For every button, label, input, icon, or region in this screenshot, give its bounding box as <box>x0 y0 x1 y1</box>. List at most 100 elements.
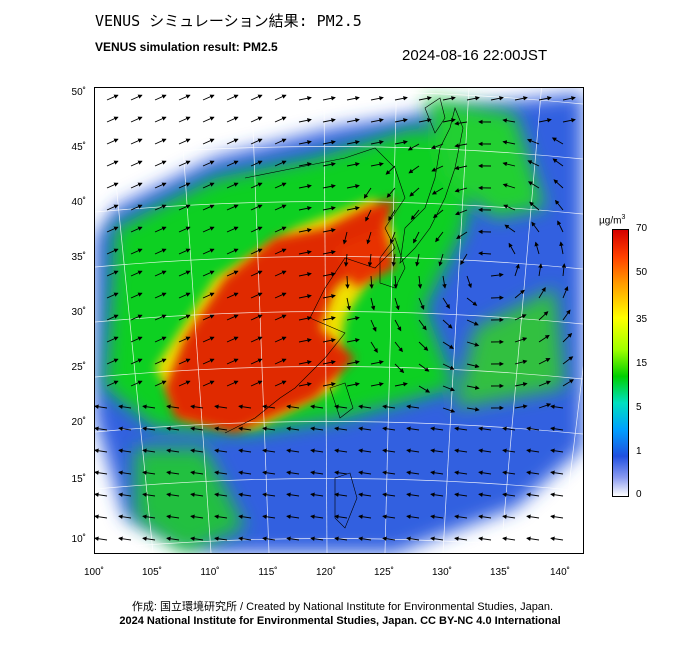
wind-arrow <box>334 448 348 453</box>
wind-arrow <box>202 292 215 299</box>
wind-arrow <box>130 160 143 167</box>
wind-arrow <box>322 206 336 211</box>
wind-arrow <box>454 536 468 541</box>
wind-arrow <box>274 116 287 123</box>
wind-arrow <box>550 514 564 519</box>
wind-arrow <box>95 448 108 453</box>
wind-arrow <box>409 187 420 197</box>
wind-arrow <box>226 204 239 211</box>
wind-arrow <box>262 470 276 475</box>
latitude-tick-label: 15˚ <box>71 474 86 485</box>
wind-arrow <box>366 231 372 245</box>
wind-arrow <box>430 426 444 431</box>
wind-arrow <box>454 470 468 475</box>
wind-arrow <box>95 426 108 431</box>
wind-arrow <box>346 96 360 101</box>
wind-arrow <box>298 382 312 387</box>
wind-arrow <box>226 336 239 343</box>
wind-arrow <box>106 380 119 387</box>
longitude-tick-label: 115˚ <box>258 567 278 578</box>
wind-arrow <box>226 248 239 255</box>
wind-arrow <box>322 338 336 343</box>
wind-arrow <box>526 514 540 519</box>
wind-arrow <box>214 470 228 475</box>
longitude-line <box>384 88 397 553</box>
wind-arrow <box>202 270 215 277</box>
wind-arrow <box>557 220 564 233</box>
wind-arrow <box>358 426 372 431</box>
wind-arrow <box>478 514 492 519</box>
wind-arrow <box>310 426 324 431</box>
wind-arrow <box>406 492 420 497</box>
wind-arrow <box>106 160 119 167</box>
wind-arrow <box>490 96 504 101</box>
wind-arrow <box>466 275 472 289</box>
wind-arrow <box>442 96 456 101</box>
longitude-tick-label: 125˚ <box>373 567 394 578</box>
wind-arrow <box>106 116 119 123</box>
wind-arrow <box>514 359 528 365</box>
wind-arrow <box>298 272 312 277</box>
latitude-line <box>95 146 583 160</box>
wind-arrow <box>118 426 132 431</box>
wind-arrow <box>154 204 167 211</box>
wind-arrow <box>406 470 420 475</box>
wind-arrow <box>250 160 263 167</box>
wind-arrow <box>334 492 348 497</box>
wind-arrow <box>526 536 540 541</box>
wind-arrow <box>550 448 564 453</box>
wind-arrow <box>178 292 191 299</box>
wind-arrow <box>415 253 420 267</box>
wind-arrow <box>95 404 108 409</box>
wind-arrow <box>502 140 516 145</box>
wind-arrow <box>526 470 540 475</box>
wind-arrow <box>95 492 108 497</box>
wind-arrow <box>214 514 228 519</box>
wind-arrow <box>508 242 516 255</box>
wind-arrow <box>154 270 167 277</box>
wind-arrow <box>551 137 564 145</box>
wind-arrow <box>322 118 336 123</box>
wind-arrow <box>310 514 324 519</box>
wind-arrow <box>202 160 215 167</box>
wind-arrow <box>238 492 252 497</box>
wind-arrow <box>346 382 360 387</box>
longitude-tick-label: 140˚ <box>549 567 570 578</box>
wind-arrow <box>346 297 351 311</box>
wind-arrow <box>526 492 540 497</box>
wind-arrow <box>322 228 336 233</box>
wind-arrow <box>190 536 204 541</box>
wind-arrow <box>358 514 372 519</box>
wind-arrow <box>178 314 191 321</box>
wind-arrow <box>178 204 191 211</box>
wind-arrow <box>214 536 228 541</box>
wind-arrow <box>529 201 540 211</box>
wind-arrow <box>226 314 239 321</box>
longitude-line <box>251 88 270 553</box>
wind-arrow <box>250 182 263 189</box>
wind-arrow <box>466 363 480 369</box>
wind-arrow <box>154 182 167 189</box>
wind-arrow <box>527 138 540 145</box>
wind-arrow <box>106 314 119 321</box>
wind-arrow <box>226 226 239 233</box>
wind-arrow <box>552 158 564 167</box>
latitude-tick-label: 25˚ <box>71 362 86 373</box>
wind-arrow <box>418 297 425 310</box>
wind-arrow <box>538 286 546 299</box>
latitude-line <box>95 478 583 492</box>
wind-arrow <box>142 470 156 475</box>
longitude-tick-label: 120˚ <box>315 567 336 578</box>
wind-arrow <box>369 275 374 289</box>
wind-arrow <box>503 204 516 211</box>
wind-arrow <box>274 182 287 189</box>
wind-arrow <box>466 297 478 306</box>
wind-arrow <box>431 165 444 172</box>
wind-arrow <box>130 248 143 255</box>
wind-arrow <box>130 204 143 211</box>
wind-arrow <box>238 448 252 453</box>
wind-arrow <box>190 470 204 475</box>
wind-arrow <box>334 514 348 519</box>
wind-arrow <box>238 426 252 431</box>
wind-arrow <box>454 514 468 519</box>
